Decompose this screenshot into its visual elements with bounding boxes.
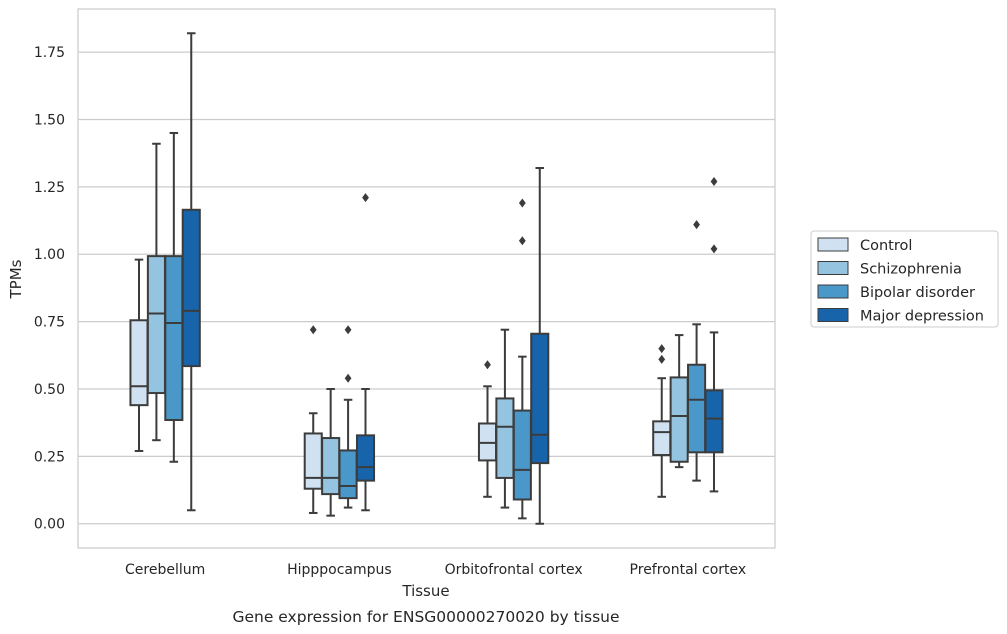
y-tick-label: 1.75	[34, 45, 65, 61]
box-iqr	[338, 449, 358, 500]
box-iqr	[164, 255, 184, 421]
box-schizophrenia	[321, 387, 341, 517]
y-tick-label: 0.75	[34, 315, 65, 331]
box-plot-series	[129, 32, 724, 525]
box-iqr	[146, 255, 166, 395]
y-tick-label: 0.25	[34, 449, 65, 465]
box-major-depression	[704, 176, 724, 493]
y-axis-label: TPMs	[7, 259, 25, 299]
box-iqr	[181, 208, 201, 368]
x-axis-label: Tissue	[401, 582, 449, 600]
y-tick-label: 0.50	[34, 382, 65, 398]
box-schizophrenia	[495, 328, 515, 509]
box-iqr	[530, 332, 550, 465]
outlier-point	[484, 360, 491, 370]
box-bipolar-disorder	[687, 220, 707, 482]
box-bipolar-disorder	[338, 325, 358, 509]
box-iqr	[355, 434, 376, 482]
box-iqr	[495, 397, 515, 479]
box-schizophrenia	[669, 334, 689, 469]
x-tick-label: Cerebellum	[125, 562, 205, 578]
box-iqr	[512, 409, 532, 501]
box-control	[477, 360, 498, 498]
outlier-point	[309, 325, 317, 335]
box-bipolar-disorder	[164, 131, 184, 463]
legend-swatch	[817, 261, 849, 275]
box-control	[303, 325, 323, 514]
y-tick-label: 1.25	[34, 180, 65, 196]
legend: Control Schizophrenia Bipolar disorder Majo…	[810, 230, 999, 328]
legend-swatch	[817, 284, 849, 299]
legend-swatch	[817, 308, 849, 322]
box-control	[129, 258, 149, 452]
y-tick-label: 1.50	[34, 112, 65, 128]
box-iqr	[129, 319, 149, 407]
outlier-point	[362, 193, 369, 203]
legend-label: Control	[860, 238, 912, 254]
y-axis-ticks: 0.00 0.25 0.50 0.75 1.00 1.25 1.50 1.75	[34, 45, 65, 533]
outlier-point	[693, 220, 700, 230]
legend-label: Major depression	[860, 309, 984, 325]
y-tick-label: 0.00	[34, 517, 65, 533]
y-tick-label: 1.00	[34, 247, 65, 263]
outlier-point	[518, 198, 526, 208]
outlier-point	[658, 344, 666, 354]
legend-label: Schizophrenia	[860, 262, 962, 278]
legend-swatch	[817, 237, 849, 252]
box-control	[652, 344, 672, 498]
box-bipolar-disorder	[512, 198, 532, 520]
chart-caption: Gene expression for ENSG00000270020 by t…	[232, 608, 619, 626]
plot-area-frame	[77, 8, 776, 549]
legend-frame	[810, 230, 999, 328]
box-iqr	[321, 437, 341, 496]
outlier-point	[710, 244, 718, 254]
outlier-point	[344, 373, 352, 383]
x-axis-ticks: Cerebellum Hipppocampus Orbitofrontal cort…	[125, 562, 746, 578]
box-major-depression	[530, 167, 550, 525]
box-iqr	[687, 363, 707, 454]
box-iqr	[303, 432, 323, 490]
box-schizophrenia	[146, 142, 166, 442]
box-iqr	[652, 420, 672, 457]
legend-label: Bipolar disorder	[860, 285, 975, 301]
box-iqr	[704, 389, 724, 454]
x-tick-label: Orbitofrontal cortex	[445, 562, 583, 578]
outlier-point	[344, 325, 352, 335]
x-tick-label: Prefrontal cortex	[630, 562, 747, 578]
box-major-depression	[181, 32, 201, 512]
box-major-depression	[355, 193, 376, 512]
outlier-point	[710, 176, 718, 186]
outlier-point	[518, 236, 526, 246]
outlier-point	[658, 354, 666, 364]
x-tick-label: Hipppocampus	[287, 562, 392, 578]
box-iqr	[669, 376, 689, 463]
